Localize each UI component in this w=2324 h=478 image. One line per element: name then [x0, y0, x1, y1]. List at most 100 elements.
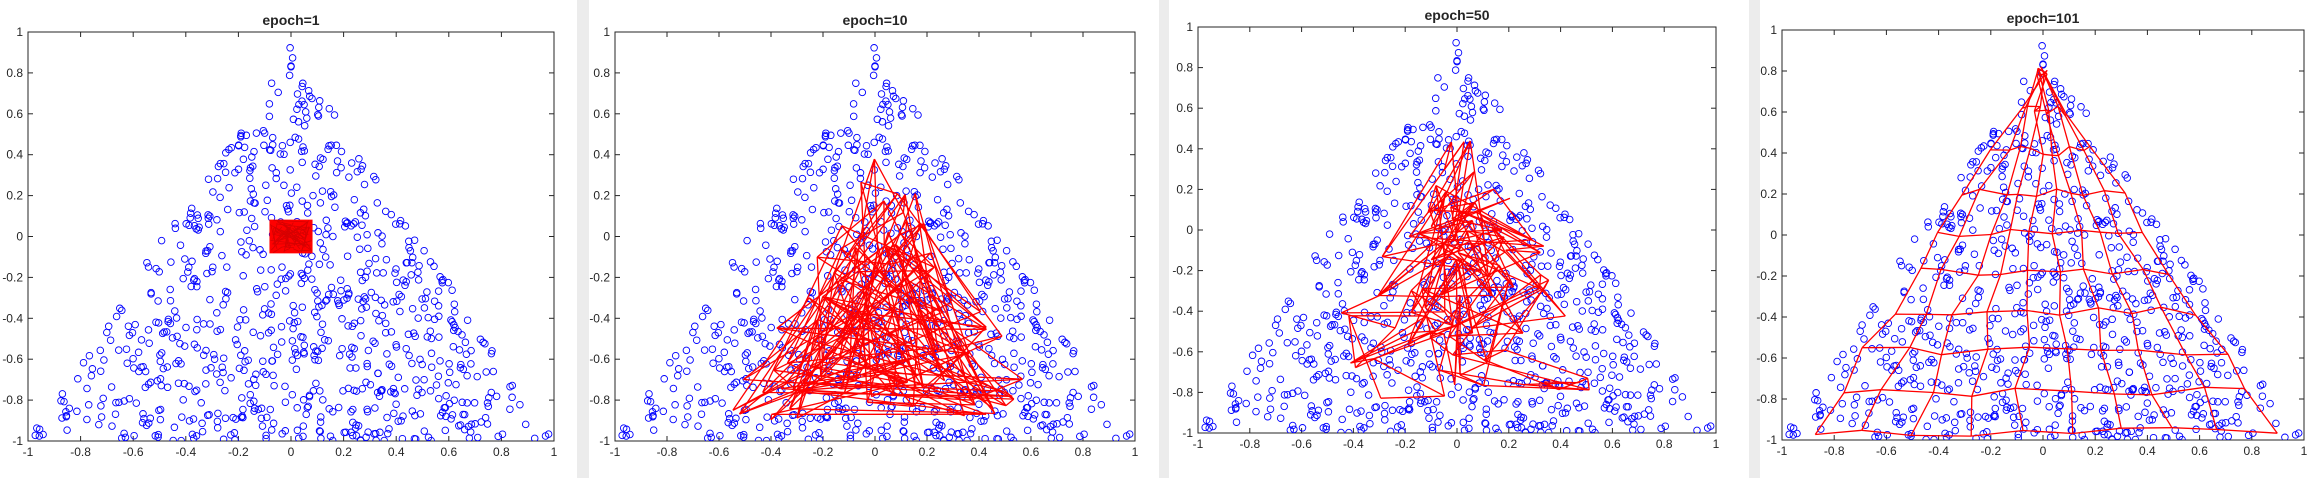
som-edge: [873, 159, 879, 251]
scatter-point: [916, 141, 924, 150]
scatter-point: [445, 360, 453, 368]
scatter-point: [411, 411, 419, 420]
som-edge: [1986, 274, 2002, 313]
scatter-point: [2166, 260, 2174, 269]
scatter-point: [1465, 414, 1473, 423]
scatter-point: [912, 436, 920, 441]
scatter-point: [2160, 252, 2168, 260]
scatter-point: [970, 210, 978, 219]
scatter-point: [686, 356, 694, 364]
scatter-point: [1958, 241, 1967, 249]
x-tick-label: 0.8: [1656, 437, 1673, 451]
som-edge: [2227, 353, 2246, 389]
scatter-point: [1608, 352, 1617, 361]
scatter-point: [1598, 326, 1607, 334]
scatter-point: [298, 271, 307, 280]
scatter-point: [1851, 412, 1859, 420]
som-edge: [2070, 391, 2074, 434]
scatter-point: [238, 412, 247, 420]
scatter-point: [684, 413, 692, 421]
scatter-point: [2035, 203, 2044, 212]
scatter-point: [2021, 132, 2029, 140]
scatter-point: [1926, 331, 1934, 339]
scatter-point: [2113, 377, 2122, 385]
som-edge: [1452, 349, 1506, 356]
scatter-point: [338, 315, 346, 323]
som-edge: [2022, 429, 2073, 435]
scatter-point: [381, 328, 390, 337]
scatter-point: [1552, 355, 1560, 363]
scatter-point: [851, 146, 859, 155]
scatter-point: [2042, 307, 2051, 316]
scatter-point: [1228, 382, 1236, 390]
scatter-point: [277, 322, 286, 331]
scatter-point: [1049, 420, 1058, 429]
scatter-point: [266, 405, 275, 414]
scatter-point: [1331, 355, 1339, 364]
scatter-point: [1836, 383, 1845, 392]
som-edge: [2099, 232, 2113, 275]
scatter-point: [219, 354, 228, 362]
som-edge: [1424, 259, 1463, 309]
scatter-point: [2033, 285, 2042, 294]
scatter-point: [197, 399, 205, 407]
scatter-point: [2193, 390, 2201, 399]
som-edge: [2080, 230, 2085, 270]
scatter-point: [85, 351, 94, 360]
scatter-point: [315, 162, 323, 171]
som-edge: [822, 296, 1015, 400]
scatter-point: [177, 360, 185, 368]
scatter-point: [1307, 402, 1316, 410]
scatter-point: [1999, 162, 2007, 170]
som-edge: [1435, 197, 1511, 230]
scatter-point: [420, 246, 428, 255]
scatter-point: [1905, 263, 1913, 271]
scatter-point: [236, 315, 244, 324]
scatter-point: [1961, 262, 1970, 270]
scatter-point: [327, 192, 336, 201]
scatter-point: [237, 413, 246, 421]
scatter-point: [2089, 313, 2098, 322]
scatter-point: [231, 336, 240, 344]
scatter-point: [2019, 212, 2028, 220]
scatter-point: [1598, 280, 1607, 288]
som-edge: [2203, 387, 2218, 430]
scatter-point: [2200, 341, 2208, 350]
scatter-point: [991, 304, 999, 313]
som-edge: [1440, 251, 1506, 296]
scatter-point: [189, 415, 198, 423]
som-edge: [2071, 390, 2115, 395]
scatter-point: [256, 246, 264, 254]
scatter-point: [249, 328, 257, 337]
scatter-point: [473, 372, 481, 381]
scatter-point: [277, 275, 285, 283]
scatter-point: [412, 376, 420, 384]
scatter-point: [1909, 356, 1918, 364]
scatter-point: [173, 332, 181, 341]
scatter-point: [1912, 363, 1921, 372]
scatter-point: [977, 417, 985, 425]
scatter-point: [1477, 372, 1486, 380]
scatter-point: [837, 129, 845, 137]
som-edge: [1429, 279, 1549, 338]
scatter-point: [418, 295, 426, 303]
scatter-point: [157, 349, 166, 357]
scatter-point: [1966, 408, 1975, 417]
scatter-point: [1945, 385, 1954, 393]
scatter-point: [2195, 277, 2203, 285]
scatter-point: [1459, 99, 1467, 108]
scatter-point: [299, 396, 308, 404]
scatter-point: [2019, 264, 2028, 273]
scatter-point: [1655, 384, 1664, 393]
scatter-point: [1865, 397, 1873, 406]
som-edge: [1861, 389, 1882, 431]
scatter-point: [369, 337, 377, 345]
scatter-point: [1876, 358, 1885, 366]
scatter-point: [220, 159, 228, 168]
scatter-point: [882, 97, 890, 105]
scatter-point: [182, 323, 190, 332]
scatter-point: [793, 263, 802, 271]
scatter-point: [460, 410, 469, 419]
scatter-point: [1579, 255, 1587, 263]
scatter-point: [357, 331, 365, 340]
